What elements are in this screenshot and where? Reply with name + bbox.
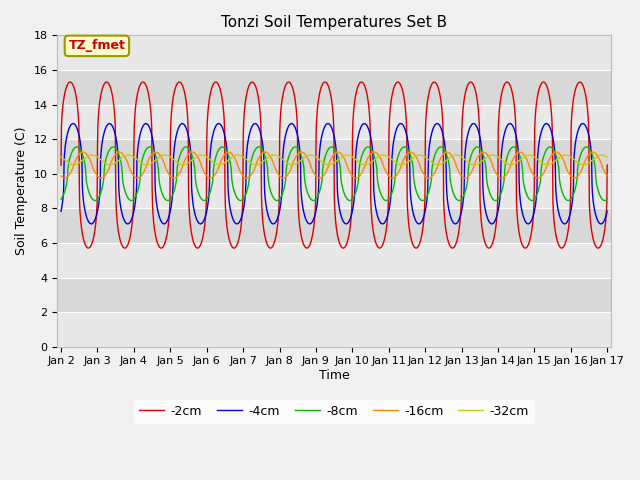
-16cm [371, 149, 378, 155]
Bar [58, 174, 611, 208]
-16cm [179, 164, 186, 170]
-32cm [165, 154, 173, 159]
Legend: -2cm, -4cm, -8cm, -16cm, -32cm: -2cm, -4cm, -8cm, -16cm, -32cm [134, 400, 534, 423]
-4cm [540, 124, 547, 130]
-2cm [594, 245, 602, 251]
Bar [58, 139, 611, 174]
-8cm [179, 147, 186, 153]
-4cm [179, 120, 186, 126]
Line: -32cm: -32cm [61, 155, 607, 165]
-32cm [397, 162, 405, 168]
-4cm [165, 213, 173, 218]
-2cm [67, 79, 74, 85]
-8cm [57, 196, 65, 202]
Bar [58, 312, 611, 347]
-2cm [240, 114, 248, 120]
-2cm [179, 84, 187, 89]
-32cm [604, 154, 611, 160]
-2cm [491, 233, 499, 239]
-4cm [604, 208, 611, 214]
-32cm [240, 155, 248, 160]
-8cm [241, 194, 248, 200]
Text: TZ_fmet: TZ_fmet [68, 39, 125, 52]
-16cm [57, 173, 65, 179]
-4cm [415, 221, 423, 227]
-8cm [165, 197, 173, 203]
-4cm [240, 206, 248, 212]
-2cm [539, 79, 547, 85]
-16cm [491, 168, 499, 174]
Bar [58, 70, 611, 105]
Line: -16cm: -16cm [61, 152, 607, 178]
Line: -4cm: -4cm [61, 123, 607, 224]
-8cm [200, 198, 208, 204]
-32cm [540, 161, 547, 167]
-16cm [540, 171, 547, 177]
-16cm [165, 172, 173, 178]
-32cm [380, 152, 387, 158]
Y-axis label: Soil Temperature (C): Soil Temperature (C) [15, 127, 28, 255]
-16cm [240, 174, 248, 180]
-16cm [420, 171, 428, 177]
-2cm [57, 162, 65, 168]
Bar [58, 208, 611, 243]
Bar [58, 105, 611, 139]
-4cm [419, 216, 427, 221]
Bar [58, 36, 611, 70]
-4cm [433, 120, 441, 126]
-8cm [218, 144, 226, 150]
-8cm [604, 196, 611, 202]
Bar [58, 277, 611, 312]
-32cm [179, 162, 186, 168]
Line: -2cm: -2cm [61, 82, 607, 248]
Bar [58, 243, 611, 277]
-4cm [57, 208, 65, 214]
-2cm [419, 223, 427, 229]
-2cm [166, 207, 173, 213]
Line: -8cm: -8cm [61, 147, 607, 201]
-4cm [491, 218, 499, 224]
-8cm [491, 198, 499, 204]
-2cm [604, 162, 611, 168]
Title: Tonzi Soil Temperatures Set B: Tonzi Soil Temperatures Set B [221, 15, 447, 30]
X-axis label: Time: Time [319, 369, 349, 382]
-8cm [420, 197, 428, 203]
-32cm [420, 153, 428, 159]
-16cm [388, 175, 396, 181]
-8cm [540, 156, 547, 161]
-32cm [57, 154, 65, 160]
-32cm [491, 153, 499, 158]
-16cm [604, 173, 611, 179]
